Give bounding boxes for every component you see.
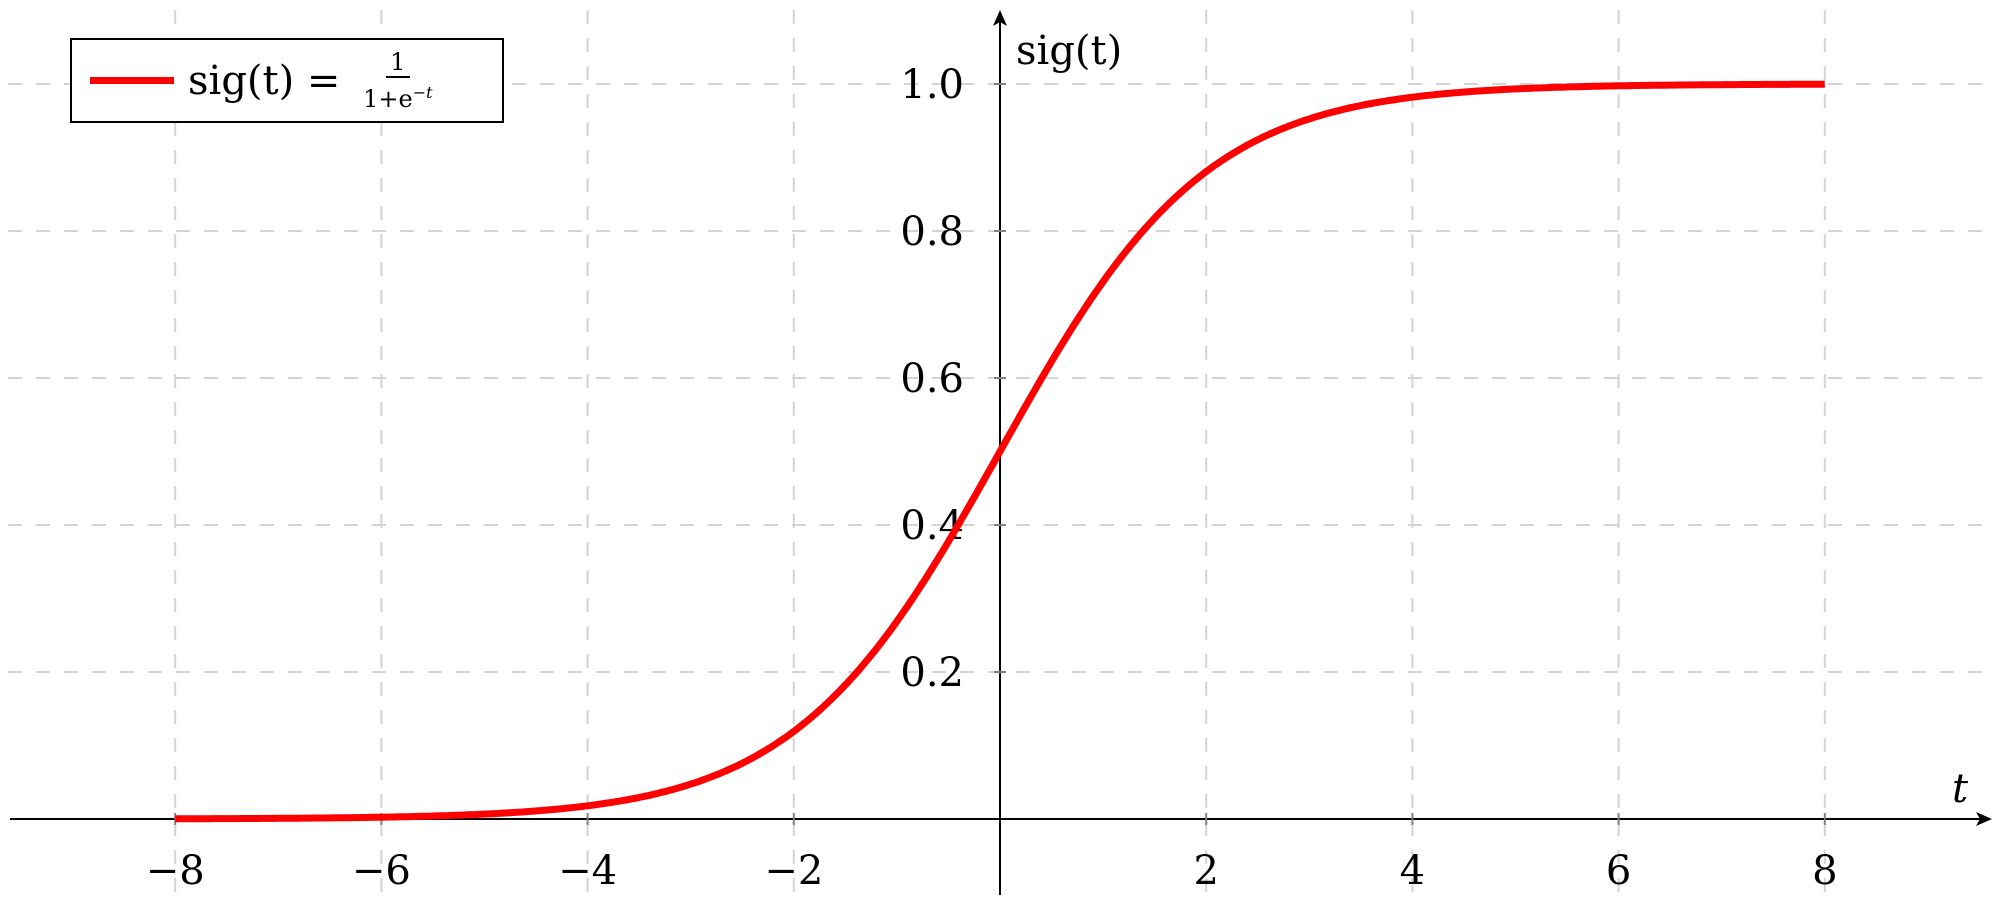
y-axis-arrow (993, 10, 1007, 26)
y-tick-label: 0.4 (900, 503, 964, 549)
x-tick-label: 4 (1400, 848, 1425, 894)
x-axis-label: t (1952, 766, 1969, 812)
legend-exponent: −t (412, 82, 433, 102)
y-tick-label: 1.0 (900, 62, 964, 108)
x-axis-arrow (1976, 812, 1992, 826)
legend-denominator-base: 1+e (363, 84, 413, 113)
x-tick-label: 2 (1193, 848, 1218, 894)
tick-labels: −8 −6 −4 −2 2 4 6 8 0.2 0.4 0.6 0.8 1.0 (146, 62, 1838, 894)
x-tick-label: −8 (146, 848, 205, 894)
legend-fraction: 1 1+e−t (363, 48, 432, 114)
y-axis-label: sig(t) (1016, 28, 1123, 74)
legend-entry: sig(t) = 1 1+e−t (188, 48, 433, 114)
y-tick-label: 0.8 (900, 209, 964, 255)
x-tick-label: −6 (352, 848, 411, 894)
legend-lhs: sig(t) = (188, 57, 354, 104)
y-tick-label: 0.6 (900, 356, 964, 402)
y-tick-label: 0.2 (900, 650, 964, 696)
x-tick-label: −4 (558, 848, 617, 894)
legend-numerator: 1 (386, 48, 410, 78)
x-tick-label: 8 (1812, 848, 1837, 894)
x-tick-label: 6 (1606, 848, 1631, 894)
x-tick-label: −2 (764, 848, 823, 894)
legend: sig(t) = 1 1+e−t (70, 38, 504, 123)
legend-swatch (90, 77, 174, 84)
legend-denominator: 1+e−t (363, 78, 432, 114)
series-line-sigmoid (175, 80, 1825, 823)
